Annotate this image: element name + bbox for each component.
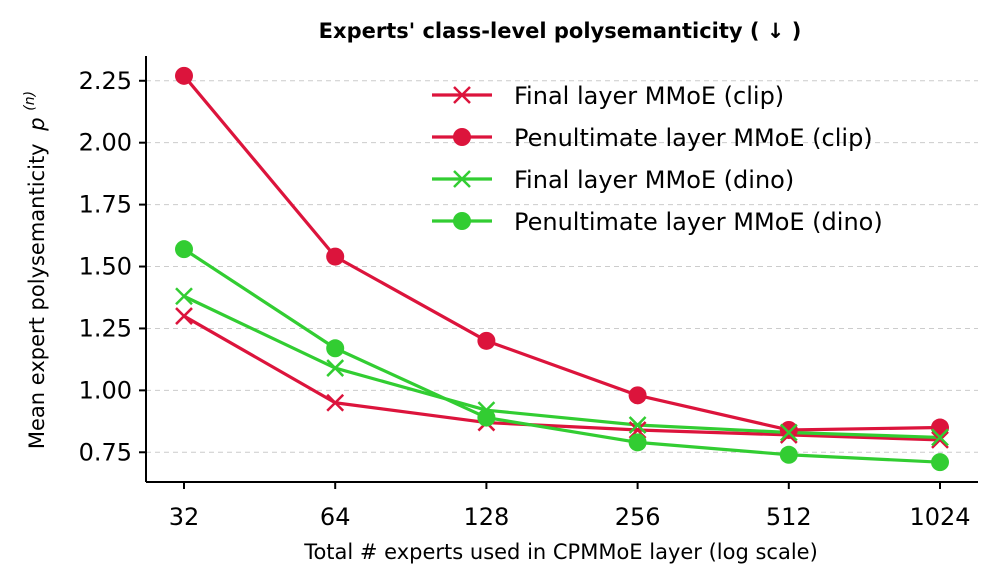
x-tick-label: 1024	[909, 503, 970, 531]
data-point-2	[779, 420, 798, 439]
y-axis-label: Mean expert polysemanticity p (n)	[22, 91, 49, 449]
axes	[145, 56, 978, 483]
data-point-4	[175, 240, 193, 259]
legend-marker	[453, 212, 471, 230]
data-point-3	[326, 359, 345, 377]
legend-marker	[453, 170, 471, 188]
data-point-2	[628, 386, 647, 405]
y-tick-label: 1.25	[79, 314, 132, 342]
x-ticks: 32 64 128 256 512 1024	[169, 482, 971, 531]
data-point-1	[175, 307, 193, 325]
x-axis-label: Total # experts used in CPMMoE layer (lo…	[303, 540, 818, 564]
y-tick-label: 1.75	[79, 191, 132, 219]
y-axis-label-superscript: (n)	[22, 91, 38, 111]
legend-marker	[453, 128, 471, 146]
data-point-3	[931, 428, 949, 447]
y-axis-label-text: Mean expert polysemanticity	[25, 143, 49, 449]
data-point-4	[779, 445, 798, 464]
data-point-4	[931, 453, 949, 472]
data-point-2	[477, 331, 496, 350]
x-tick-label: 64	[320, 503, 351, 531]
legend-label: Penultimate layer MMoE (dino)	[514, 208, 883, 236]
data-point-2	[931, 418, 949, 437]
y-tick-label: 0.75	[79, 438, 132, 466]
x-tick-label: 32	[169, 503, 200, 531]
series-line-1	[183, 314, 941, 442]
data-point-4	[477, 408, 496, 427]
y-axis-label-symbol: p	[25, 117, 49, 131]
data-point-3	[175, 287, 193, 306]
series-line-2	[182, 74, 941, 432]
legend-label: Penultimate layer MMoE (clip)	[514, 124, 873, 152]
x-tick-label: 128	[463, 503, 509, 531]
data-point-2	[326, 247, 345, 266]
legend-marker	[453, 86, 471, 104]
y-ticks: 0.75 1.00 1.25 1.50 1.75 2.00 2.25	[79, 67, 146, 466]
series-line-3	[183, 294, 941, 440]
data-point-4	[628, 433, 647, 452]
y-tick-label: 1.50	[79, 253, 132, 281]
data-point-1	[326, 393, 345, 412]
y-tick-label: 1.00	[79, 376, 132, 404]
data-point-3	[779, 423, 798, 442]
x-tick-label: 512	[766, 503, 812, 531]
data-point-3	[628, 416, 647, 434]
legend: Final layer MMoE (clip) Penultimate layer…	[432, 82, 883, 236]
x-tick-label: 256	[615, 503, 661, 531]
series-line-4	[183, 247, 941, 464]
y-tick-label: 2.00	[79, 129, 132, 157]
y-tick-label: 2.25	[79, 67, 132, 95]
series-lines	[182, 74, 941, 464]
data-point-4	[326, 339, 345, 358]
data-point-2	[175, 66, 193, 85]
series-markers	[175, 66, 949, 472]
chart-title: Experts' class-level polysemanticity ( ↓…	[319, 19, 802, 43]
legend-label: Final layer MMoE (dino)	[514, 166, 794, 194]
grid-lines	[146, 80, 978, 453]
legend-label: Final layer MMoE (clip)	[514, 82, 784, 110]
